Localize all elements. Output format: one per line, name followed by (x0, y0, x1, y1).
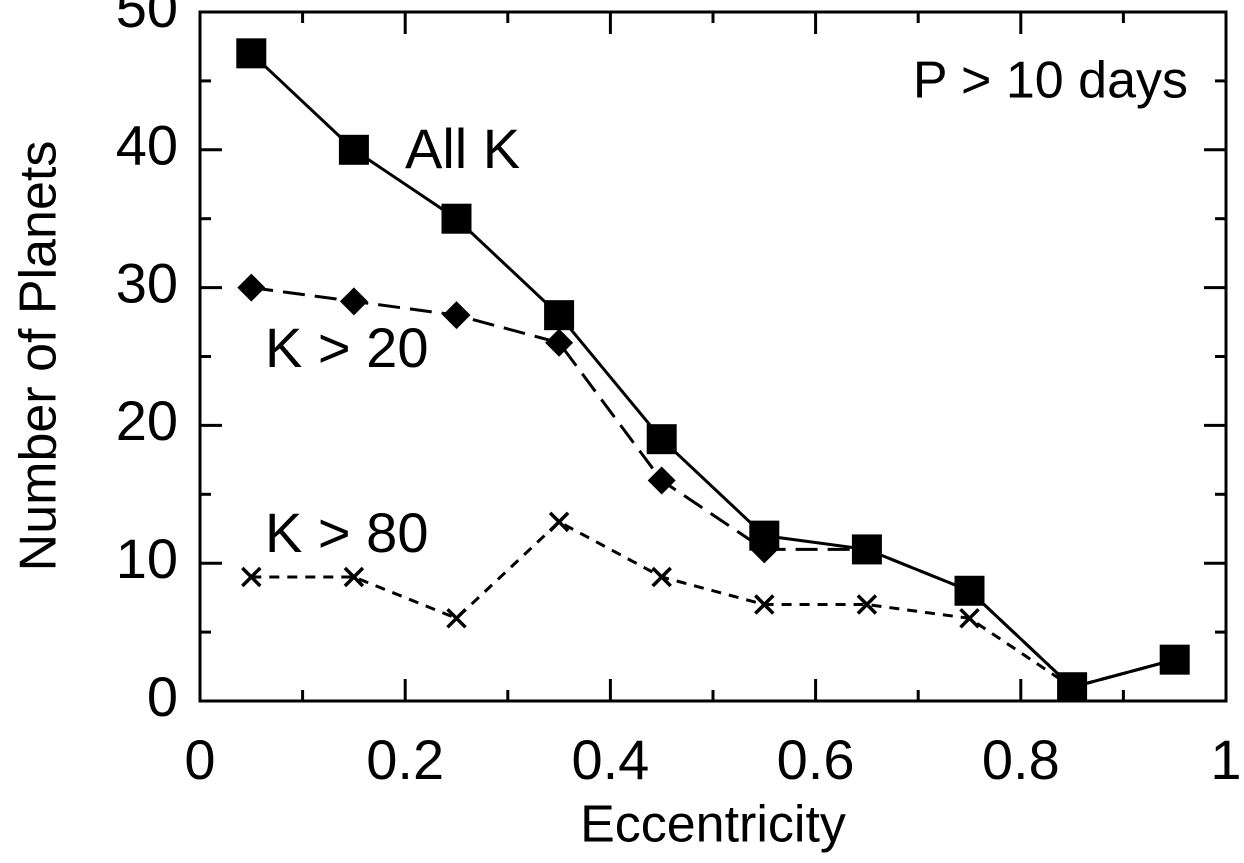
marker-cross (343, 566, 365, 588)
marker-cross (446, 608, 467, 629)
x-axis-title: Eccentricity (580, 796, 846, 854)
series-markers (241, 511, 1185, 698)
marker-diamond (647, 466, 676, 495)
x-tick-label: 0 (184, 728, 215, 791)
marker-cross (651, 566, 672, 588)
marker-square (544, 300, 575, 331)
x-tick-label: 0.4 (571, 728, 649, 791)
x-tick-label: 1 (1210, 728, 1241, 791)
marker-diamond (955, 576, 984, 605)
y-tick-label: 30 (116, 251, 178, 314)
annotation: P > 10 days (913, 52, 1188, 110)
series-label: All K (405, 117, 520, 180)
marker-cross (856, 594, 878, 615)
marker-diamond (852, 535, 881, 564)
y-tick-label: 50 (116, 0, 178, 39)
series (251, 520, 1176, 689)
marker-cross (754, 594, 775, 615)
marker-square (236, 38, 267, 69)
marker-square (646, 424, 677, 455)
x-tick-label: 0.2 (366, 728, 444, 791)
y-tick-label: 40 (116, 114, 178, 177)
x-tick-label: 0.6 (777, 728, 855, 791)
series-label: K > 80 (265, 501, 428, 564)
marker-diamond (545, 328, 574, 357)
marker-diamond (339, 287, 368, 316)
marker-cross (241, 566, 262, 588)
x-tick-label: 0.8 (982, 728, 1060, 791)
marker-cross (548, 511, 570, 533)
marker-diamond (237, 273, 266, 302)
series (251, 286, 1176, 689)
series-line (251, 520, 1176, 689)
series (250, 52, 1176, 689)
y-tick-label: 10 (116, 527, 178, 590)
marker-cross (959, 608, 980, 629)
y-axis-title: Number of Planets (10, 141, 68, 572)
marker-diamond (442, 301, 471, 330)
y-tick-label: 0 (147, 665, 178, 728)
series-line (251, 286, 1176, 689)
marker-cross (1061, 676, 1083, 698)
marker-cross (1164, 649, 1185, 670)
marker-square (441, 203, 472, 234)
series-line (250, 52, 1176, 689)
y-tick-label: 20 (116, 389, 178, 452)
marker-diamond (750, 535, 779, 564)
marker-square (338, 134, 369, 165)
series-label: K > 20 (265, 316, 428, 379)
